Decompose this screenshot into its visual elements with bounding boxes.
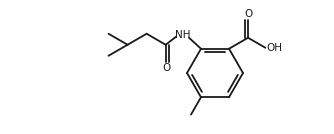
Text: OH: OH — [267, 43, 282, 53]
Text: NH: NH — [175, 30, 191, 40]
Text: O: O — [244, 9, 252, 19]
Text: O: O — [163, 63, 171, 73]
